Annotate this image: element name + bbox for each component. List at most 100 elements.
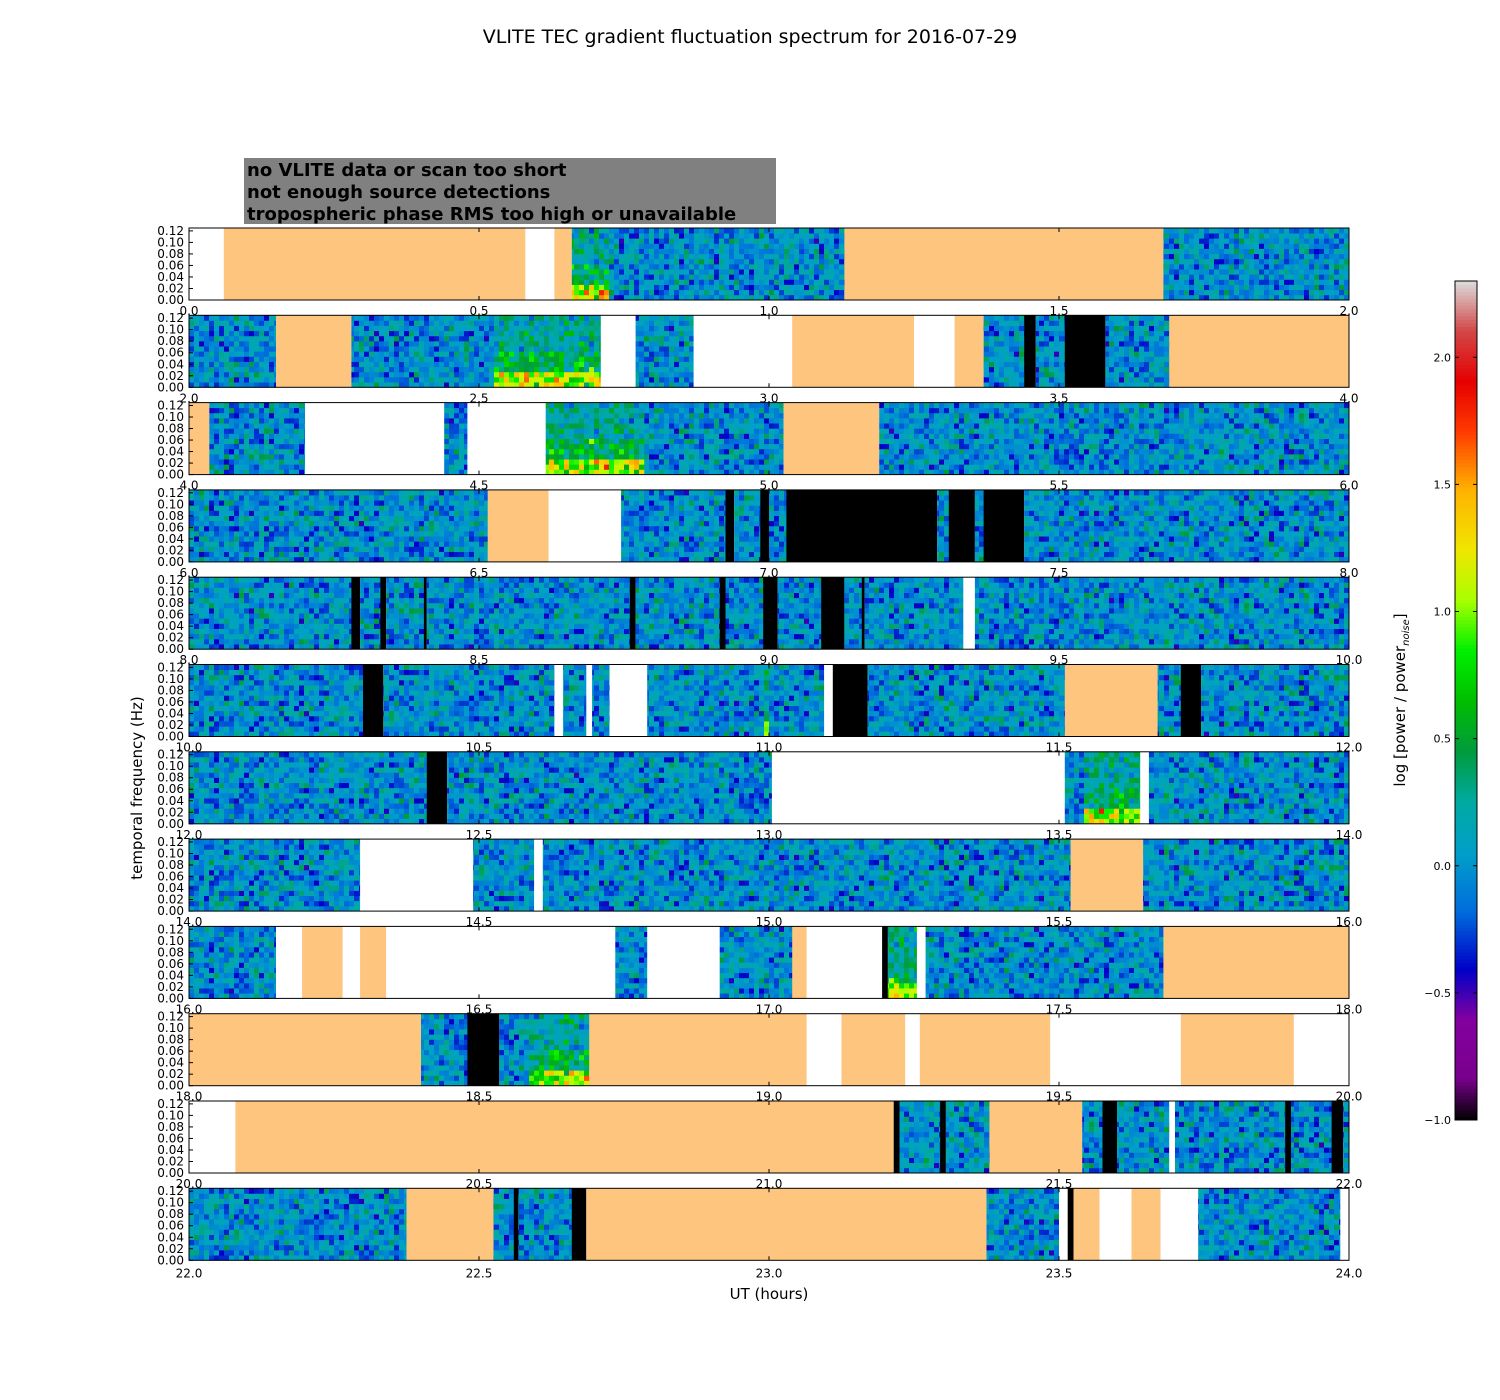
trop-segment	[1131, 1188, 1161, 1261]
data-segment	[563, 664, 587, 737]
y-tick-label: 0.10	[157, 1021, 184, 1035]
data-segment	[983, 315, 1025, 388]
data-segment	[386, 577, 425, 650]
data-segment	[1148, 751, 1350, 825]
x-tick-label: 23.5	[1046, 1266, 1073, 1280]
nodata-segment	[693, 315, 793, 388]
y-tick-label: 0.12	[157, 398, 184, 412]
data-segment	[769, 664, 825, 737]
colorbar-tick-label: −1.0	[1424, 1114, 1451, 1127]
data-segment	[621, 489, 726, 563]
x-tick-label: 15.0	[756, 915, 783, 929]
x-tick-label: 20.5	[466, 1177, 493, 1191]
y-tick-label: 0.10	[157, 1108, 184, 1122]
trop-segment	[792, 315, 914, 388]
y-tick-label: 0.02	[157, 1242, 184, 1256]
y-tick-label: 0.12	[157, 922, 184, 936]
y-tick-label: 0.00	[157, 468, 184, 482]
y-tick-label: 0.00	[157, 380, 184, 394]
panel-2: 0.120.100.080.060.040.020.004.0 4.5 5.0 5.5…	[157, 398, 1358, 492]
trop-segment	[276, 315, 352, 388]
data-segment	[189, 926, 277, 999]
y-tick-label: 0.06	[157, 695, 184, 709]
trop-segment	[189, 402, 210, 475]
nodetect-segment	[1180, 664, 1202, 737]
nodata-segment	[1340, 1188, 1349, 1261]
data-segment	[974, 577, 1350, 650]
data-segment	[887, 926, 918, 999]
data-segment	[615, 926, 648, 999]
data-segment	[189, 839, 361, 912]
x-tick-label: 18.5	[466, 1090, 493, 1104]
data-segment	[444, 402, 468, 475]
y-tick-label: 0.04	[157, 270, 184, 284]
legend-box	[244, 158, 776, 224]
y-tick-label: 0.10	[157, 847, 184, 861]
y-tick-label: 0.02	[157, 369, 184, 383]
data-segment	[925, 926, 1164, 999]
x-tick-label: 24.0	[1336, 1266, 1363, 1280]
data-segment	[719, 926, 793, 999]
x-tick-label: 6.0	[1339, 479, 1358, 493]
data-segment	[1117, 1101, 1170, 1174]
data-segment	[571, 228, 845, 301]
data-segment	[635, 577, 721, 650]
x-tick-label: 2.0	[1339, 304, 1358, 318]
x-tick-label: 13.0	[756, 828, 783, 842]
y-tick-label: 0.06	[157, 870, 184, 884]
data-segment	[189, 315, 277, 388]
y-tick-label: 0.00	[157, 904, 184, 918]
x-tick-label: 21.5	[1046, 1177, 1073, 1191]
nodetect-segment	[351, 577, 361, 650]
data-segment	[499, 1013, 590, 1087]
nodetect-segment	[893, 1101, 900, 1173]
data-segment	[945, 1101, 990, 1174]
nodata-segment	[914, 315, 955, 388]
x-tick-label: 10.0	[1336, 653, 1363, 667]
x-tick-label: 1.5	[1049, 304, 1068, 318]
data-segment	[725, 577, 764, 650]
data-segment	[1064, 751, 1141, 825]
y-tick-label: 0.04	[157, 1143, 184, 1157]
nodata-segment	[189, 228, 224, 300]
nodetect-segment	[725, 489, 735, 562]
y-tick-label: 0.02	[157, 980, 184, 994]
legend-item-trop-rms: tropospheric phase RMS too high or unava…	[247, 204, 736, 225]
y-tick-label: 0.02	[157, 1067, 184, 1081]
y-tick-label: 0.08	[157, 683, 184, 697]
panel-3: 0.120.100.080.060.040.020.006.0 6.5 7.0 7.5…	[157, 486, 1358, 580]
y-tick-label: 0.00	[157, 991, 184, 1005]
y-tick-label: 0.10	[157, 497, 184, 511]
x-tick-label: 10.5	[466, 741, 493, 755]
data-segment	[867, 664, 1066, 737]
y-tick-label: 0.08	[157, 1207, 184, 1221]
data-segment	[1291, 1101, 1332, 1174]
nodata-segment	[1160, 1188, 1199, 1261]
x-tick-label: 15.5	[1046, 915, 1073, 929]
data-segment	[360, 577, 381, 650]
x-tick-label: 6.5	[469, 566, 488, 580]
y-tick-label: 0.10	[157, 672, 184, 686]
x-tick-label: 5.0	[759, 479, 778, 493]
nodetect-segment	[832, 664, 868, 737]
trop-segment	[189, 1013, 421, 1086]
trop-segment	[841, 1013, 906, 1086]
data-segment	[189, 489, 489, 563]
x-tick-label: 19.0	[756, 1090, 783, 1104]
x-tick-label: 8.0	[179, 653, 198, 667]
y-tick-label: 0.02	[157, 893, 184, 907]
data-segment	[644, 402, 784, 475]
x-tick-label: 2.5	[469, 391, 488, 405]
nodetect-segment	[571, 1188, 587, 1261]
data-segment	[635, 315, 694, 388]
nodetect-segment	[948, 489, 975, 562]
data-segment	[879, 402, 1350, 475]
trop-segment	[989, 1101, 1083, 1173]
y-tick-label: 0.08	[157, 1120, 184, 1134]
trop-segment	[1070, 839, 1144, 912]
